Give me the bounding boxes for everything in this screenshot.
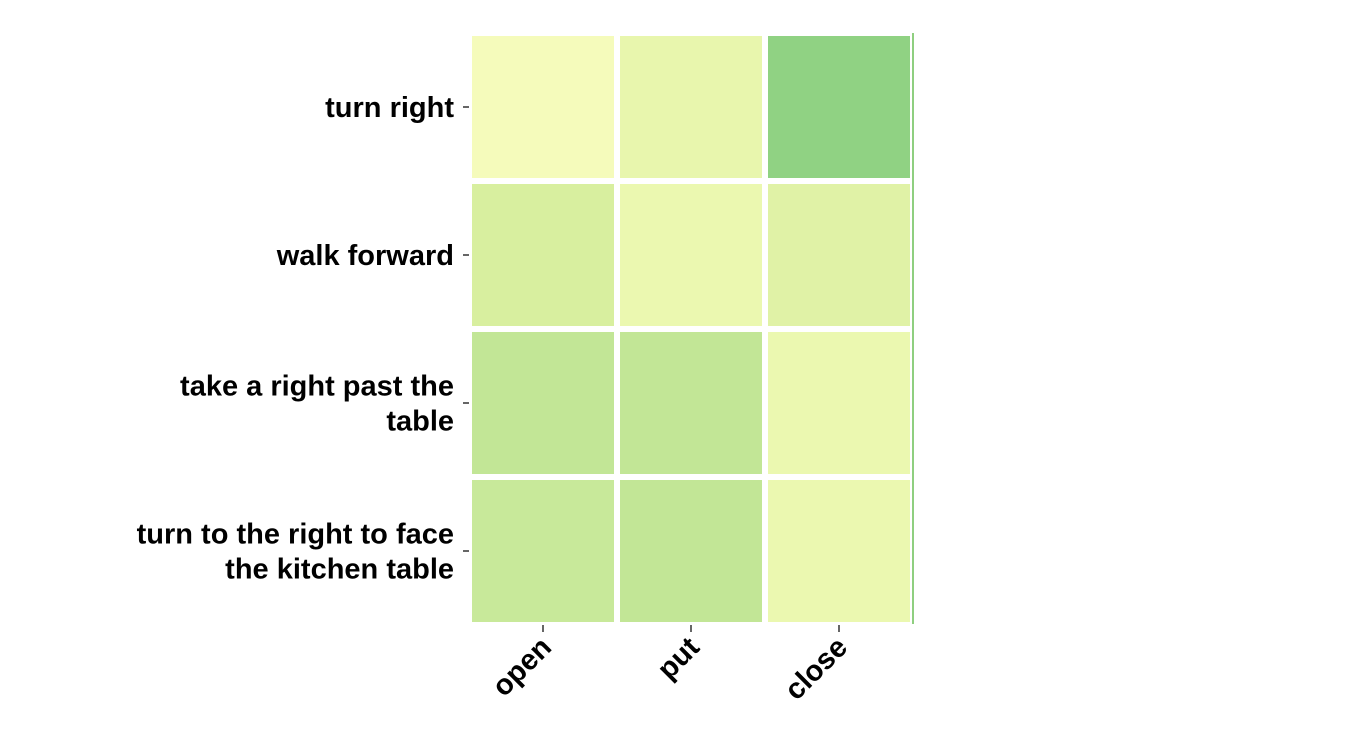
heatmap-cell — [620, 332, 762, 474]
heatmap-cell — [768, 480, 910, 622]
row-label: turn to the right to face the kitchen tab… — [137, 519, 454, 586]
heatmap-cell — [472, 332, 614, 474]
heatmap-cell — [472, 36, 614, 178]
heatmap-cell — [768, 184, 910, 326]
row-ticks — [463, 106, 469, 552]
row-label-line: take a right past the — [180, 371, 454, 403]
heatmap-cell — [768, 36, 910, 178]
column-label: put — [651, 631, 706, 686]
row-label: walk forward — [276, 240, 454, 272]
column-label: open — [486, 631, 558, 703]
heatmap-cells — [472, 36, 910, 622]
row-label: turn right — [325, 92, 454, 124]
row-labels: turn right walk forward take a right past … — [137, 92, 455, 586]
row-label-line: walk forward — [276, 240, 454, 272]
row-label-line: turn to the right to face — [137, 519, 454, 551]
heatmap-cell — [472, 480, 614, 622]
column-labels: open put close — [486, 631, 854, 706]
row-label-line: the kitchen table — [225, 554, 454, 586]
heatmap-cell — [768, 332, 910, 474]
heatmap-cell — [472, 184, 614, 326]
column-ticks — [542, 625, 840, 632]
heatmap-cell — [620, 480, 762, 622]
column-label: close — [779, 631, 854, 706]
row-label-line: table — [386, 406, 454, 438]
row-label-line: turn right — [325, 92, 454, 124]
heatmap-cell — [620, 36, 762, 178]
row-label: take a right past the table — [180, 371, 454, 438]
heatmap-cell — [620, 184, 762, 326]
